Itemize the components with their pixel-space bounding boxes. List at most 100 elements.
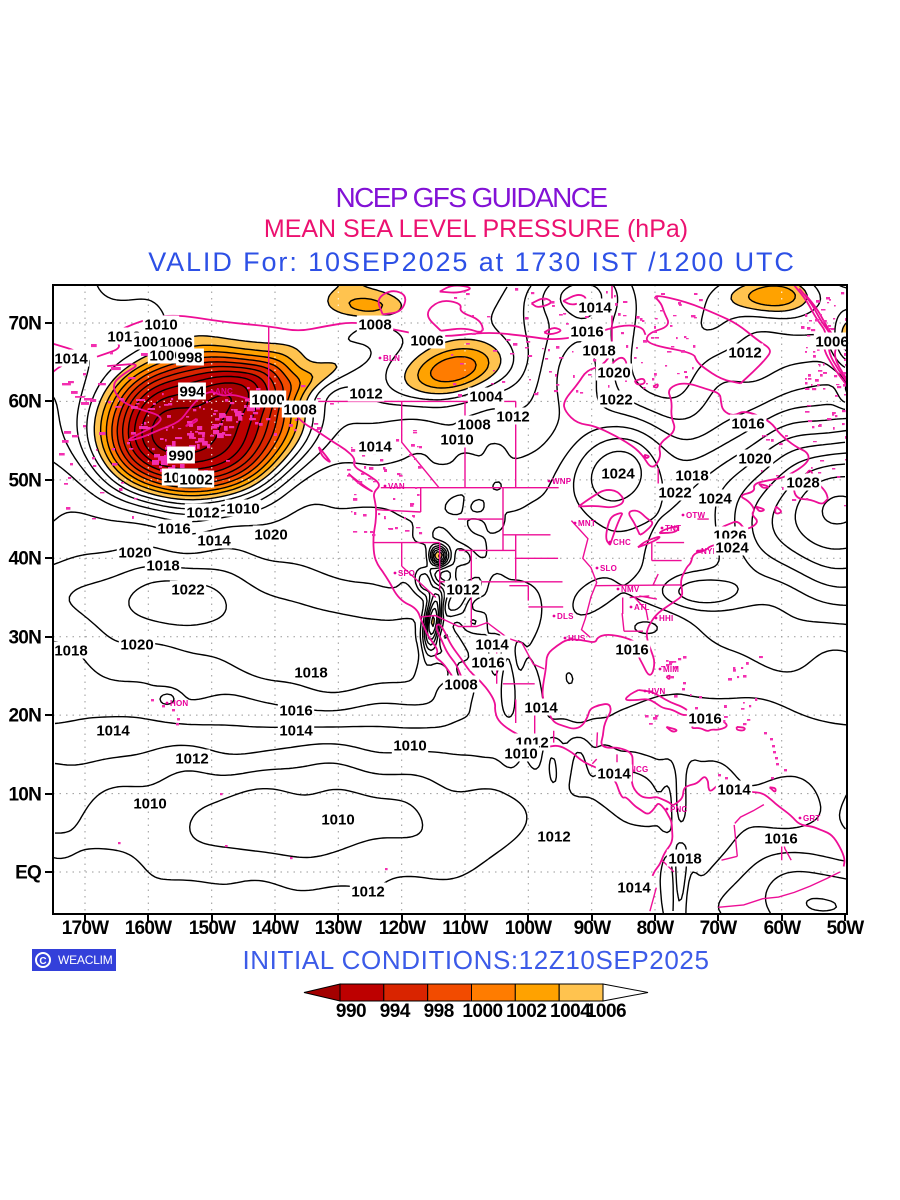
svg-text:BLN: BLN	[383, 354, 400, 363]
svg-text:1018: 1018	[146, 558, 179, 575]
svg-text:1010: 1010	[144, 317, 177, 334]
svg-text:140W: 140W	[252, 918, 299, 939]
svg-text:1022: 1022	[171, 582, 204, 599]
svg-text:DLS: DLS	[557, 612, 574, 621]
svg-text:WEACLIM: WEACLIM	[58, 953, 113, 967]
svg-text:OTW: OTW	[686, 511, 706, 520]
svg-text:NMV: NMV	[621, 585, 640, 594]
svg-text:1022: 1022	[658, 485, 691, 502]
svg-text:1016: 1016	[471, 655, 504, 672]
svg-text:SFO: SFO	[398, 569, 415, 578]
svg-text:1006: 1006	[586, 1001, 626, 1022]
svg-text:70N: 70N	[9, 314, 42, 335]
svg-text:1024: 1024	[601, 466, 635, 483]
svg-text:1000: 1000	[149, 348, 182, 365]
svg-text:70W: 70W	[700, 918, 738, 939]
svg-text:1012: 1012	[175, 751, 208, 768]
svg-text:1018: 1018	[668, 851, 701, 868]
svg-text:CHC: CHC	[613, 538, 631, 547]
svg-text:1020: 1020	[254, 527, 287, 544]
svg-text:1012: 1012	[351, 884, 384, 901]
svg-text:50N: 50N	[9, 471, 42, 492]
svg-text:20N: 20N	[9, 706, 42, 727]
svg-text:90W: 90W	[574, 918, 612, 939]
svg-text:150W: 150W	[189, 918, 236, 939]
svg-text:1028: 1028	[786, 475, 819, 492]
svg-text:HON: HON	[170, 699, 188, 708]
svg-text:990: 990	[336, 1001, 366, 1022]
svg-text:1014: 1014	[358, 439, 392, 456]
svg-text:100W: 100W	[505, 918, 552, 939]
svg-text:ANC: ANC	[215, 387, 233, 396]
svg-text:SLO: SLO	[600, 564, 617, 573]
svg-text:VAN: VAN	[388, 482, 405, 491]
svg-text:1020: 1020	[120, 637, 153, 654]
svg-text:1008: 1008	[444, 677, 477, 694]
svg-text:HVN: HVN	[648, 687, 666, 696]
svg-text:1012: 1012	[446, 582, 479, 599]
svg-text:1012: 1012	[496, 409, 529, 426]
svg-text:1014: 1014	[54, 351, 88, 368]
svg-text:30N: 30N	[9, 628, 42, 649]
svg-text:VALID For: 10SEP2025 at 1730 I: VALID For: 10SEP2025 at 1730 IST /1200 U…	[148, 247, 796, 277]
svg-text:1014: 1014	[597, 766, 631, 783]
svg-text:GRT: GRT	[803, 814, 821, 823]
svg-text:INITIAL CONDITIONS:12Z10SEP202: INITIAL CONDITIONS:12Z10SEP2025	[242, 945, 709, 975]
svg-text:MIM: MIM	[663, 665, 679, 674]
svg-text:1018: 1018	[582, 343, 615, 360]
svg-text:1002: 1002	[179, 472, 212, 489]
svg-text:1010: 1010	[440, 432, 473, 449]
svg-text:C: C	[39, 956, 46, 967]
svg-text:1016: 1016	[157, 521, 190, 538]
svg-text:1010: 1010	[321, 812, 354, 829]
svg-text:1008: 1008	[457, 417, 490, 434]
svg-text:1014: 1014	[475, 637, 509, 654]
svg-text:WNP: WNP	[552, 477, 572, 486]
svg-text:1002: 1002	[506, 1001, 546, 1022]
svg-text:170W: 170W	[62, 918, 109, 939]
svg-text:1006: 1006	[815, 334, 848, 351]
svg-text:1018: 1018	[294, 665, 327, 682]
svg-text:1008: 1008	[358, 317, 391, 334]
svg-text:1016: 1016	[731, 416, 764, 433]
svg-text:80W: 80W	[637, 918, 675, 939]
svg-text:1020: 1020	[118, 545, 151, 562]
svg-text:160W: 160W	[125, 918, 172, 939]
svg-text:1024: 1024	[698, 491, 732, 508]
svg-text:1014: 1014	[524, 700, 558, 717]
svg-text:60W: 60W	[764, 918, 802, 939]
svg-text:1014: 1014	[717, 782, 751, 799]
svg-text:994: 994	[179, 384, 205, 401]
svg-text:1010: 1010	[504, 746, 537, 763]
svg-text:1014: 1014	[617, 880, 651, 897]
svg-text:110W: 110W	[442, 918, 488, 939]
svg-text:MNT: MNT	[578, 519, 596, 528]
svg-text:1000: 1000	[462, 1001, 502, 1022]
svg-text:1012: 1012	[186, 505, 219, 522]
svg-text:1018: 1018	[54, 643, 87, 660]
svg-text:998: 998	[177, 350, 202, 367]
svg-text:NYK: NYK	[701, 547, 719, 556]
svg-text:1016: 1016	[570, 324, 603, 341]
svg-text:1000: 1000	[251, 392, 284, 409]
svg-text:1016: 1016	[279, 703, 312, 720]
svg-text:1004: 1004	[469, 389, 503, 406]
svg-text:994: 994	[380, 1001, 411, 1022]
svg-text:1008: 1008	[283, 402, 316, 419]
svg-text:1014: 1014	[197, 533, 231, 550]
svg-text:1016: 1016	[615, 642, 648, 659]
svg-text:1024: 1024	[715, 540, 749, 557]
svg-text:1018: 1018	[675, 468, 708, 485]
svg-text:60N: 60N	[9, 392, 42, 413]
svg-text:10N: 10N	[9, 785, 42, 806]
svg-text:EQ: EQ	[15, 863, 41, 884]
svg-text:1020: 1020	[738, 451, 771, 468]
svg-text:1012: 1012	[349, 386, 382, 403]
svg-text:1010: 1010	[133, 796, 166, 813]
svg-text:130W: 130W	[315, 918, 362, 939]
svg-text:50W: 50W	[827, 918, 865, 939]
svg-text:1020: 1020	[597, 365, 630, 382]
svg-text:HHI: HHI	[659, 614, 673, 623]
svg-text:ATL: ATL	[634, 603, 650, 612]
svg-text:120W: 120W	[379, 918, 426, 939]
